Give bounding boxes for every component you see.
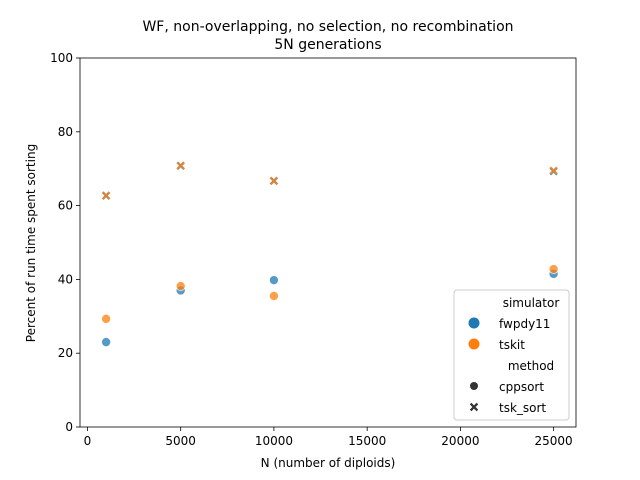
legend-label-fwpdy11: fwpdy11 [499, 317, 550, 331]
y-axis-ticks: 0 20 40 60 80 100 [50, 51, 80, 434]
x-tick-label: 0 [84, 434, 92, 448]
point-tskit-cppsort [548, 264, 559, 274]
legend-frame [453, 289, 570, 421]
point-fwpdy11-cppsort [269, 275, 279, 285]
x-tick-label: 5000 [165, 434, 196, 448]
point-tskit-cppsort [175, 281, 186, 291]
point-tskit-tsk_sort [549, 166, 558, 175]
legend-label-tsk_sort: tsk_sort [499, 401, 546, 415]
point-tskit-tsk_sort [176, 161, 185, 170]
chart-title: WF, non-overlapping, no selection, no re… [142, 19, 513, 35]
x-tick-label: 15000 [348, 434, 386, 448]
y-tick-label: 60 [58, 199, 73, 213]
point-tskit-tsk_sort [101, 191, 111, 200]
x-tick-label: 10000 [255, 434, 293, 448]
legend-label-tskit: tskit [499, 338, 525, 352]
x-axis-ticks: 0 5000 10000 15000 20000 25000 [84, 427, 573, 448]
plot-area [79, 57, 577, 428]
y-tick-label: 40 [58, 272, 73, 286]
axes-frame [79, 57, 577, 428]
y-tick-label: 80 [58, 125, 73, 139]
chart-subtitle: 5N generations [274, 37, 381, 53]
legend-hue-title: simulator [503, 296, 560, 310]
legend-marker-fwpdy11 [468, 317, 480, 329]
legend-marker-tskit [468, 338, 480, 350]
x-tick-label: 20000 [441, 434, 479, 448]
point-tskit-cppsort [269, 291, 279, 301]
y-tick-label: 0 [65, 420, 73, 434]
y-tick-label: 20 [58, 346, 73, 360]
legend-marker-tsk_sort [469, 402, 479, 412]
x-tick-label: 25000 [535, 434, 573, 448]
y-tick-label: 100 [50, 51, 73, 65]
legend-label-cppsort: cppsort [499, 380, 544, 394]
legend-style-title: method [508, 359, 554, 373]
y-axis-label: Percent of run time spent sorting [24, 144, 38, 342]
point-fwpdy11-cppsort [101, 337, 111, 347]
legend-marker-cppsort [470, 382, 478, 390]
x-axis-label: N (number of diploids) [261, 456, 396, 470]
legend: simulator fwpdy11 tskit method cppsort t… [453, 289, 570, 421]
data-points [101, 161, 559, 347]
point-tskit-tsk_sort [269, 176, 279, 186]
point-tskit-cppsort [101, 314, 111, 324]
